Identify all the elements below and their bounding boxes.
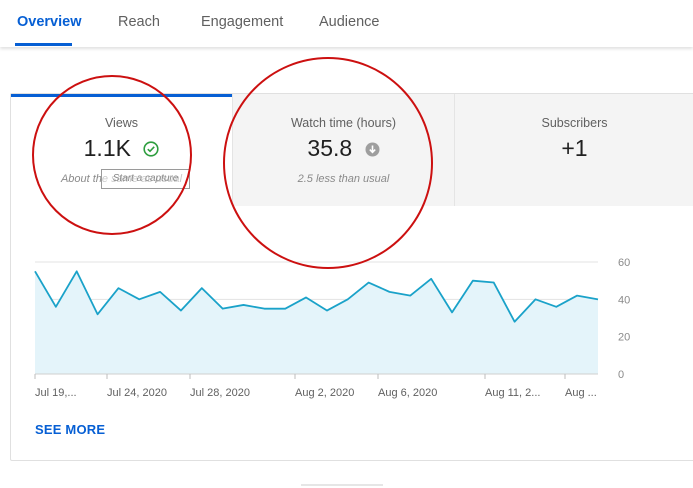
x-tick-label: Jul 28, 2020 (190, 387, 250, 399)
area-fill (35, 271, 598, 374)
x-tick-label: Aug 6, 2020 (378, 387, 437, 399)
x-tick-label: Aug 2, 2020 (295, 387, 354, 399)
metric-value-row: 1.1K (11, 135, 232, 163)
x-tick-label: Jul 19,... (35, 387, 77, 399)
check-circle-icon (143, 136, 159, 163)
y-tick-label: 60 (618, 257, 630, 269)
y-tick-label: 0 (618, 369, 624, 381)
down-arrow-circle-icon (365, 136, 380, 163)
see-more-link[interactable]: SEE MORE (35, 422, 106, 437)
metric-value: +1 (561, 135, 588, 161)
active-tab-indicator (15, 43, 72, 46)
tab-bar: Overview Reach Engagement Audience (0, 0, 693, 47)
metric-value: 35.8 (307, 135, 353, 161)
metric-value-row: 35.8 (233, 135, 454, 163)
y-tick-label: 20 (618, 332, 630, 344)
y-tick-label: 40 (618, 294, 630, 306)
tab-reach[interactable]: Reach (118, 14, 160, 30)
tab-audience[interactable]: Audience (319, 14, 380, 30)
views-chart[interactable]: 60 40 20 0 Jul 19,... Jul 24, 2020 Jul 28, 202… (11, 94, 693, 414)
scroll-indicator (301, 484, 383, 486)
metric-value: 1.1K (83, 135, 131, 161)
x-tick-label: Aug ... (565, 387, 597, 399)
x-tick-label: Aug 11, 2... (485, 387, 540, 399)
metrics-row: Views 1.1K About the same as usual Start… (11, 94, 693, 206)
metric-note: 2.5 less than usual (297, 173, 390, 185)
metric-label: Watch time (hours) (290, 116, 397, 130)
metric-views[interactable]: Views 1.1K About the same as usual Start… (11, 94, 232, 206)
series-line (34, 270, 599, 323)
x-tick-label: Jul 24, 2020 (107, 387, 167, 399)
capture-tooltip: Start a capture (101, 169, 190, 189)
tab-engagement[interactable]: Engagement (201, 14, 284, 30)
overview-card: Views 1.1K About the same as usual Start… (10, 93, 693, 461)
metric-label: Views (104, 116, 139, 130)
metric-watch-time[interactable]: Watch time (hours) 35.8 2.5 less than us… (232, 94, 454, 206)
metric-label: Subscribers (541, 116, 608, 130)
metric-subscribers[interactable]: Subscribers +1 (454, 94, 693, 206)
tab-overview[interactable]: Overview (17, 14, 82, 30)
